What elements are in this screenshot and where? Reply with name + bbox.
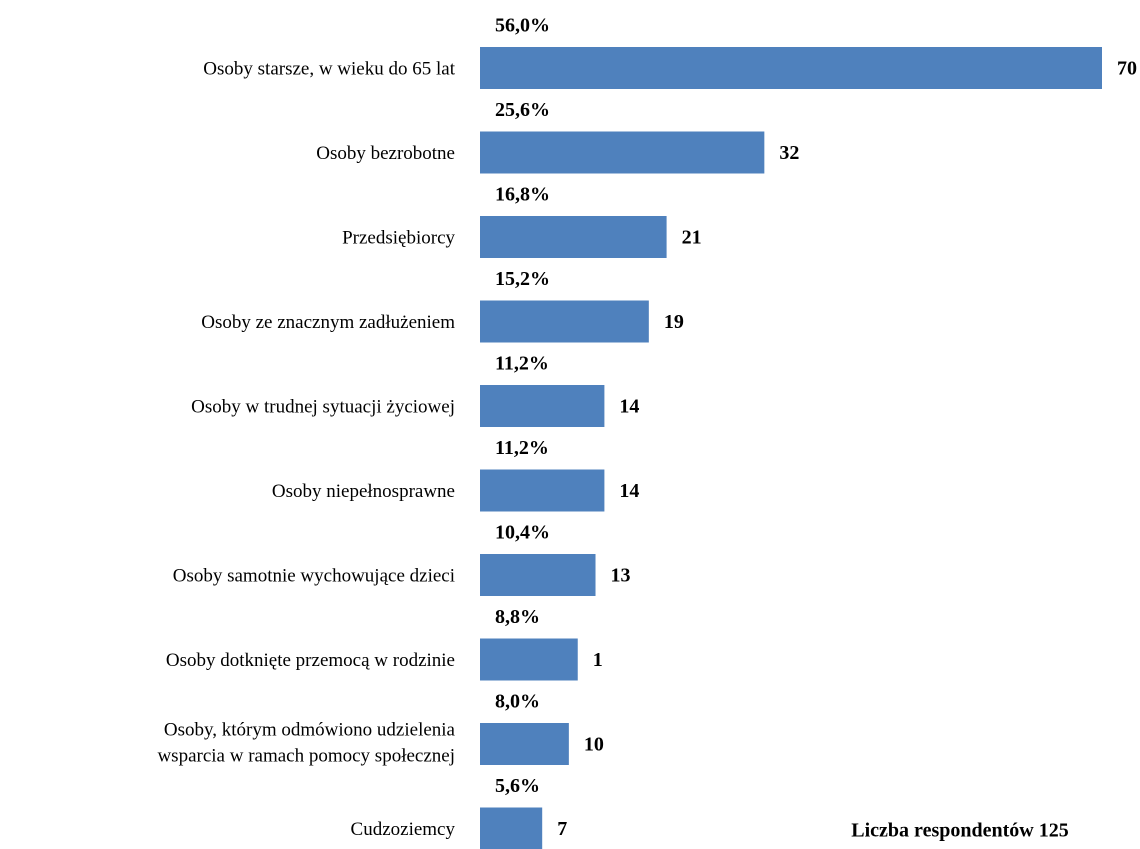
category-label: Osoby dotknięte przemocą w rodzinie bbox=[166, 650, 455, 671]
bar bbox=[480, 554, 596, 596]
count-label: 70 bbox=[1117, 58, 1137, 80]
bar bbox=[480, 469, 605, 512]
count-label: 1 bbox=[593, 649, 603, 671]
bar bbox=[480, 131, 765, 174]
count-label: 7 bbox=[557, 818, 567, 840]
bar bbox=[480, 807, 543, 849]
bar bbox=[480, 216, 667, 258]
value-label: 11,2% bbox=[495, 437, 549, 459]
value-label: 10,4% bbox=[495, 522, 550, 544]
value-label: 15,2% bbox=[495, 268, 550, 290]
value-label: 25,6% bbox=[495, 99, 550, 121]
category-label: Osoby niepełnosprawne bbox=[272, 481, 455, 502]
category-label: Osoby samotnie wychowujące dzieci bbox=[173, 565, 455, 586]
category-label: Osoby starsze, w wieku do 65 lat bbox=[203, 58, 455, 79]
bar bbox=[480, 723, 569, 765]
value-label: 11,2% bbox=[495, 353, 549, 375]
count-label: 14 bbox=[619, 396, 639, 418]
category-label: Cudzoziemcy bbox=[351, 819, 456, 840]
count-label: 13 bbox=[611, 565, 631, 587]
value-label: 56,0% bbox=[495, 15, 550, 37]
category-label: Osoby, którym odmówiono udzielenia bbox=[164, 719, 456, 740]
count-label: 14 bbox=[619, 480, 639, 502]
bar bbox=[480, 638, 578, 681]
count-label: 21 bbox=[682, 227, 702, 249]
value-label: 8,8% bbox=[495, 606, 540, 628]
value-label: 8,0% bbox=[495, 691, 540, 713]
value-label: 16,8% bbox=[495, 184, 550, 206]
annotation: Liczba respondentów 125 bbox=[851, 820, 1068, 842]
category-label: wsparcia w ramach pomocy społecznej bbox=[157, 745, 455, 766]
category-label: Osoby ze znacznym zadłużeniem bbox=[201, 312, 455, 333]
category-label: Przedsiębiorcy bbox=[342, 227, 455, 248]
count-label: 19 bbox=[664, 311, 684, 333]
value-label: 5,6% bbox=[495, 775, 540, 797]
count-label: 10 bbox=[584, 734, 604, 756]
bar bbox=[480, 300, 649, 343]
category-label: Osoby bezrobotne bbox=[316, 143, 455, 164]
category-label: Osoby w trudnej sytuacji życiowej bbox=[191, 396, 455, 417]
bar bbox=[480, 47, 1102, 89]
count-label: 32 bbox=[779, 142, 799, 164]
bar bbox=[480, 385, 605, 427]
